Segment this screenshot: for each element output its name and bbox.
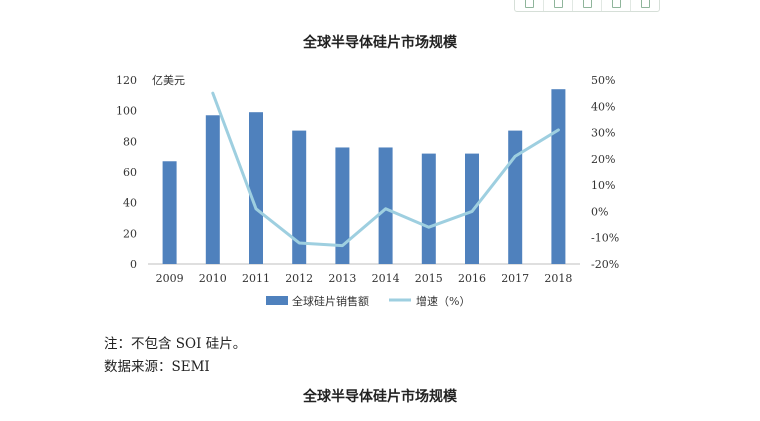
bar-2011 xyxy=(249,112,263,264)
bar-2016 xyxy=(465,153,479,264)
right-tick-label: 40% xyxy=(591,100,615,113)
left-tick-label: 120 xyxy=(116,74,137,87)
x-tick-label: 2014 xyxy=(372,272,400,285)
x-tick-label: 2009 xyxy=(156,272,184,285)
legend: 全球硅片销售额 增速（%） xyxy=(266,294,470,308)
bar-2009 xyxy=(162,161,177,264)
right-axis: -20% -10% 0% 10% 20% 30% 40% 50% xyxy=(591,74,619,271)
x-tick-label: 2017 xyxy=(501,272,529,285)
right-tick-label: 30% xyxy=(591,127,615,140)
left-tick-label: 100 xyxy=(116,105,137,118)
chart: 全球半导体硅片市场规模 亿美元 0 20 40 60 80 100 120 -20% -10%… xyxy=(116,34,619,308)
note-text: 注：不包含 SOI 硅片。 xyxy=(104,336,247,352)
expand-icon[interactable] xyxy=(544,0,573,11)
left-tick-label: 40 xyxy=(123,197,137,210)
right-tick-label: 20% xyxy=(591,153,615,166)
left-tick-label: 60 xyxy=(123,166,137,179)
x-tick-label: 2015 xyxy=(415,272,443,285)
bar-2014 xyxy=(378,147,393,264)
left-axis: 0 20 40 60 80 100 120 xyxy=(116,74,137,271)
left-tick-label: 80 xyxy=(123,135,137,148)
x-tick-label: 2016 xyxy=(458,272,486,285)
bar-2012 xyxy=(292,130,307,264)
bar-2013 xyxy=(335,147,350,264)
x-tick-label: 2010 xyxy=(199,272,227,285)
right-tick-label: 50% xyxy=(591,74,615,87)
legend-bar-swatch xyxy=(266,296,288,305)
left-tick-label: 0 xyxy=(130,258,137,271)
x-tick-label: 2013 xyxy=(328,272,356,285)
chart-title: 全球半导体硅片市场规模 xyxy=(302,34,458,51)
bar-2018 xyxy=(551,89,566,264)
chart-toolbar xyxy=(514,0,660,12)
right-tick-label: 10% xyxy=(591,179,615,192)
right-tick-label: -20% xyxy=(591,258,619,271)
bar-2015 xyxy=(421,153,436,264)
legend-line-label: 增速（%） xyxy=(416,294,470,308)
left-axis-unit: 亿美元 xyxy=(152,74,185,87)
figure-caption: 全球半导体硅片市场规模 xyxy=(303,389,457,405)
x-tick-label: 2018 xyxy=(544,272,572,285)
right-tick-label: 0% xyxy=(591,205,608,218)
x-tick-label: 2011 xyxy=(242,272,270,285)
left-tick-label: 20 xyxy=(123,227,137,240)
download-icon[interactable] xyxy=(573,0,602,11)
save-icon[interactable] xyxy=(515,0,544,11)
share-icon[interactable] xyxy=(602,0,631,11)
legend-bar-label: 全球硅片销售额 xyxy=(292,294,369,308)
bar-2010 xyxy=(205,115,220,265)
x-tick-label: 2012 xyxy=(285,272,313,285)
bar-2017 xyxy=(508,130,523,264)
growth-line xyxy=(211,91,560,248)
bar-series xyxy=(162,89,566,265)
right-tick-label: -10% xyxy=(591,232,619,245)
source-text: 数据来源：SEMI xyxy=(104,359,210,375)
settings-icon[interactable] xyxy=(631,0,659,11)
x-axis: 2009 2010 2011 2012 2013 2014 2015 2016 2017 2018 xyxy=(156,272,573,285)
